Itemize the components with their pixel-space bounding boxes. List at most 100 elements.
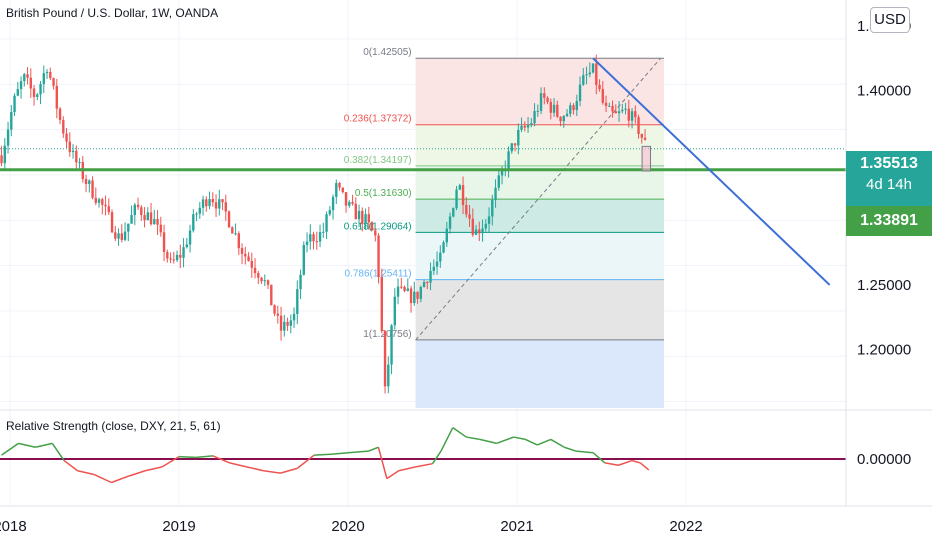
candle-body [387,364,390,387]
candle-body [94,197,97,203]
candle-body [172,259,175,261]
candle-body [198,207,201,214]
candle-body [643,137,647,140]
price-tick-label: 1.25000 [857,277,911,294]
candle-body [601,89,604,103]
candle-body [205,199,208,207]
indicator-segment [452,427,467,438]
candle-body [614,111,617,114]
candle-body [409,288,413,304]
candle-body [578,84,582,102]
candle-body [351,202,354,204]
indicator-segment [466,436,480,441]
candle-body [257,273,260,278]
candle-body [39,84,42,95]
indicator-segment [576,450,594,454]
candle-body [23,74,26,82]
candle-body [305,241,309,246]
candle-body [156,219,159,225]
fib-band [415,279,665,340]
candle-body [374,230,377,236]
fib-band [415,58,665,125]
currency-button[interactable]: USD [870,7,910,33]
indicator-segment [525,438,538,446]
candle-body [559,116,562,122]
candle-body [322,231,325,233]
indicator-segment [550,438,565,448]
indicator-segment [18,442,36,448]
candle-body [630,111,634,121]
candle-body [595,63,598,85]
candle-body [335,183,338,197]
candle-body [175,254,179,261]
fib-level-label: 0.382(1.34197) [344,155,412,166]
candle-body [169,258,172,260]
indicator-segment [111,475,129,484]
candle-body [344,192,348,206]
candle-body [240,248,244,254]
candle-body [426,282,429,284]
candle-body [182,247,185,258]
fib-band [415,339,665,408]
candle-body [435,261,439,267]
candle-body [458,185,461,190]
indicator-segment [386,470,400,480]
candle-body [487,216,491,224]
indicator-segment [564,446,577,452]
candle-body [123,231,127,240]
indicator-segment [178,455,196,459]
candle-body [468,214,471,219]
candle-body [575,101,578,111]
candle-body [396,286,400,297]
candle-body [208,199,211,207]
candle-body [312,234,315,242]
candle-body [29,77,32,89]
candle-body [419,287,422,299]
chart-title: British Pound / U.S. Dollar, 1W, OANDA [6,6,219,20]
indicator-title: Relative Strength (close, DXY, 21, 5, 61… [6,419,221,433]
candle-body [627,108,630,121]
indicator-segment [145,466,163,472]
candle-body [640,134,643,138]
candle-body [276,313,279,316]
candle-body [36,94,39,97]
candle-body [471,218,474,235]
candle-body [598,84,601,90]
candle-body [377,235,380,277]
candle-body [546,97,549,103]
candle-body [556,104,559,117]
candle-body [32,88,36,97]
line-price-tag: 1.33891 [846,206,932,236]
candle-body [71,150,75,153]
candle-body [107,206,110,213]
indicator-segment [440,427,454,452]
candle-body [110,212,114,233]
candle-body [523,125,526,128]
candle-body [533,111,536,124]
indicator-segment [415,462,433,468]
candle-body [494,187,497,200]
indicator-segment [377,447,388,479]
candle-body [253,267,257,274]
candle-body [539,93,543,111]
candle-body [299,274,302,290]
candle-body [549,102,552,113]
indicator-segment [618,459,633,466]
candle-body [565,113,569,117]
candle-body [247,256,250,261]
candle-body [286,321,289,326]
candle-body [195,213,198,215]
candle-body [634,111,637,118]
candle-body [114,232,117,239]
fib-diagonal [415,57,662,341]
candle-body [149,212,153,225]
candle-body [328,210,331,215]
candle-body [231,227,234,234]
candle-body [55,85,58,109]
candle-body [273,305,276,314]
time-tick-label: 2020 [331,518,364,535]
candle-body [413,291,416,304]
indicator-segment [631,459,641,464]
candle-body [211,199,214,203]
